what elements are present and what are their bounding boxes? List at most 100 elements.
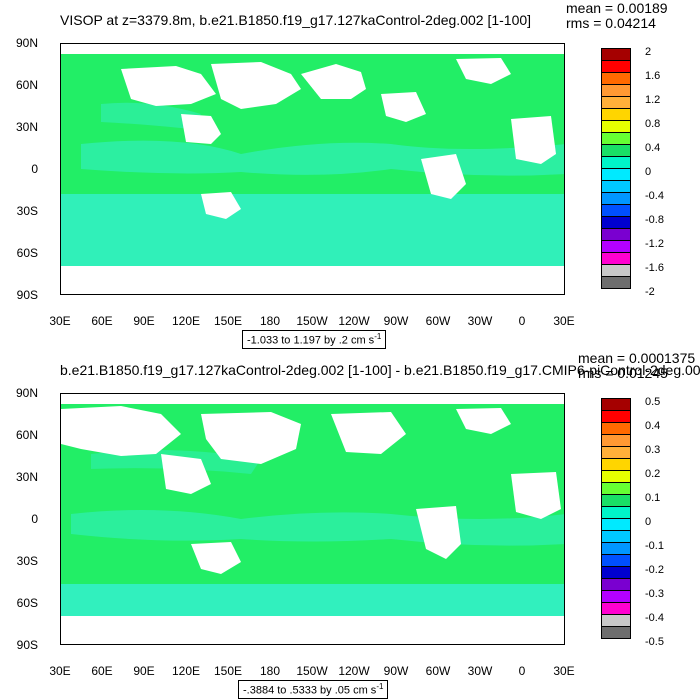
- top-lon-label: 90E: [133, 314, 155, 328]
- top-legend-label: 0.8: [645, 118, 661, 130]
- greenland-land: [456, 408, 511, 434]
- bottom-lat-label: 60N: [15, 428, 38, 442]
- north-polar-blank: [61, 394, 564, 404]
- europe-asia-land: [61, 406, 181, 456]
- bottom-map-title: b.e21.B1850.f19_g17.127kaControl-2deg.00…: [60, 362, 700, 378]
- southern-ocean-cyan: [61, 194, 564, 276]
- africa-land: [511, 116, 556, 164]
- top-legend-label: 0: [645, 166, 652, 178]
- top-map-svg: [61, 44, 564, 294]
- top-lat-label: 60S: [16, 246, 38, 260]
- australia-land: [201, 192, 241, 219]
- bottom-lat-label: 60S: [16, 596, 38, 610]
- top-legend-label: 2: [645, 46, 652, 58]
- top-lat-label: 60N: [15, 78, 38, 92]
- siberia-land: [201, 412, 301, 464]
- top-legend-label: -1.2: [645, 238, 664, 250]
- top-contour-range: -1.033 to 1.197 by .2 cm s-1: [242, 330, 387, 349]
- top-lon-label: 120E: [171, 314, 201, 328]
- bottom-lon-label: 30E: [553, 664, 575, 678]
- bottom-lat-label: 30N: [15, 470, 38, 484]
- bottom-legend-label: -0.5: [645, 636, 664, 648]
- top-lat-label: 30S: [16, 204, 38, 218]
- north-polar-blank: [61, 44, 564, 54]
- bottom-lon-label: 120W: [338, 664, 370, 678]
- top-lon-label: 120W: [338, 314, 370, 328]
- south-america-land: [416, 506, 461, 559]
- greenland-land: [456, 58, 511, 84]
- south-america-land: [421, 154, 466, 199]
- asia-south-land: [181, 114, 221, 144]
- north-cyan-patch: [101, 102, 201, 129]
- bottom-lon-label: 180: [259, 664, 281, 678]
- top-lon-label: 0: [518, 314, 526, 328]
- top-lon-label: 60W: [425, 314, 451, 328]
- top-lon-label: 30E: [49, 314, 71, 328]
- top-lon-label: 150W: [296, 314, 328, 328]
- top-map-panel: VISOP at z=3379.8m, b.e21.B1850.f19_g17.…: [15, 0, 668, 349]
- top-lon-label: 30E: [553, 314, 575, 328]
- top-legend-label: 0.4: [645, 142, 661, 154]
- bottom-lon-label: 90W: [383, 664, 409, 678]
- south-polar-blank: [61, 266, 564, 294]
- top-lat-label: 90N: [15, 36, 38, 50]
- top-lon-label: 180: [259, 314, 281, 328]
- top-lon-label: 30W: [467, 314, 493, 328]
- bottom-legend-label: 0.4: [645, 420, 661, 432]
- bottom-mean-value: mean = 0.0001375: [578, 350, 696, 366]
- bottom-range-text: -.3884 to .5333 by .05 cm s: [243, 684, 377, 697]
- bottom-lat-label: 90S: [16, 638, 38, 652]
- bottom-lon-label: 0: [518, 664, 526, 678]
- top-mean-value: mean = 0.00189: [566, 0, 668, 16]
- bottom-legend-label: 0.3: [645, 444, 661, 456]
- bottom-legend-label: 0.2: [645, 468, 661, 480]
- southern-ocean-cyan: [61, 584, 564, 616]
- top-legend-label: -2: [645, 286, 655, 298]
- bottom-legend-label: -0.1: [645, 540, 664, 552]
- top-lon-label: 60E: [91, 314, 113, 328]
- australia-land: [191, 542, 241, 574]
- top-map-plot: [60, 43, 565, 295]
- bottom-range-exponent: -1: [376, 682, 384, 691]
- top-lat-label: 0: [31, 162, 38, 176]
- bottom-lon-label: 150W: [296, 664, 328, 678]
- top-legend-label: 1.6: [645, 70, 661, 82]
- bottom-lon-label: 120E: [171, 664, 201, 678]
- colorbar-swatch: [601, 626, 631, 639]
- colorbar-swatch: [601, 276, 631, 289]
- top-legend-label: 1.2: [645, 94, 661, 106]
- africa-land: [511, 472, 561, 519]
- bottom-legend-label: 0.1: [645, 492, 661, 504]
- bottom-lon-label: 150E: [213, 664, 243, 678]
- alaska-land: [301, 64, 366, 99]
- bottom-legend-label: 0: [645, 516, 652, 528]
- top-legend-label: -1.6: [645, 262, 664, 274]
- bottom-legend-label: 0.5: [645, 396, 661, 408]
- top-map-title: VISOP at z=3379.8m, b.e21.B1850.f19_g17.…: [60, 12, 532, 28]
- top-lat-label: 30N: [15, 120, 38, 134]
- north-america-land: [381, 92, 426, 122]
- bottom-map-panel: b.e21.B1850.f19_g17.127kaControl-2deg.00…: [0, 350, 700, 700]
- south-polar-blank: [61, 616, 564, 644]
- top-lon-label: 90W: [383, 314, 409, 328]
- bottom-contour-range: -.3884 to .5333 by .05 cm s-1: [238, 680, 389, 699]
- bottom-legend-label: -0.3: [645, 588, 664, 600]
- bottom-lon-label: 60W: [425, 664, 451, 678]
- asia-south-land: [161, 454, 211, 494]
- bottom-map-svg: [61, 394, 564, 644]
- asia-north-land: [121, 66, 216, 106]
- bottom-lon-label: 30W: [467, 664, 493, 678]
- siberia-land: [211, 62, 301, 109]
- top-lon-label: 150E: [213, 314, 243, 328]
- top-rms-value: rms = 0.04214: [566, 15, 656, 31]
- bottom-lon-label: 90E: [133, 664, 155, 678]
- bottom-legend-label: -0.4: [645, 612, 664, 624]
- bottom-rms-value: rms = 0.01245: [578, 365, 668, 381]
- bottom-lat-label: 30S: [16, 554, 38, 568]
- bottom-colorbar: [601, 398, 631, 639]
- bottom-lat-label: 0: [31, 512, 38, 526]
- bottom-legend-label: -0.2: [645, 564, 664, 576]
- top-lat-label: 90S: [16, 288, 38, 302]
- top-legend-label: -0.4: [645, 190, 664, 202]
- top-range-text: -1.033 to 1.197 by .2 cm s: [247, 334, 375, 347]
